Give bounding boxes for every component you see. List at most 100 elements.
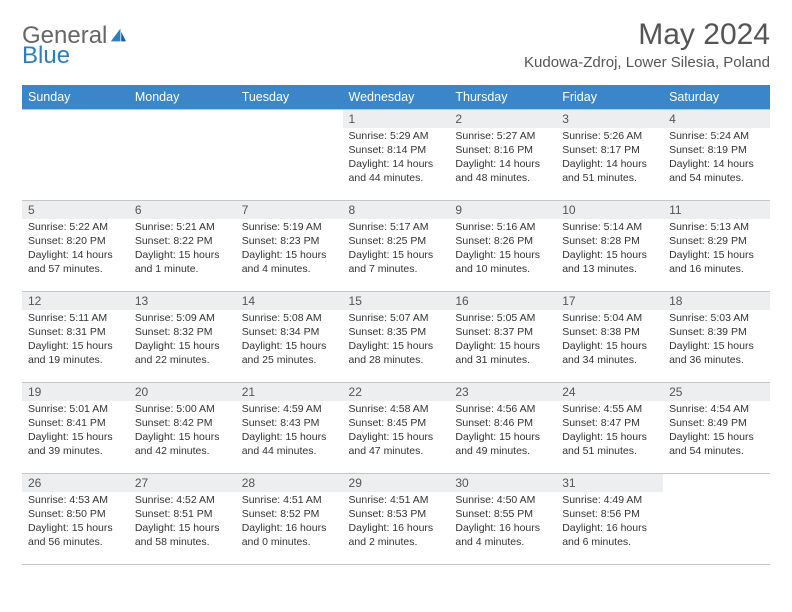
day-number: 14 xyxy=(236,292,343,310)
day-number: 9 xyxy=(449,201,556,219)
sunset-line: Sunset: 8:45 PM xyxy=(349,417,427,429)
sunrise-line: Sunrise: 5:14 AM xyxy=(562,221,642,233)
daylight-line: Daylight: 15 hours and 44 minutes. xyxy=(242,431,327,457)
day-number: 7 xyxy=(236,201,343,219)
daylight-line: Daylight: 16 hours and 0 minutes. xyxy=(242,522,327,548)
calendar-day-cell: 7 Sunrise: 5:19 AM Sunset: 8:23 PM Daylight… xyxy=(236,201,343,292)
daylight-line: Daylight: 15 hours and 1 minute. xyxy=(135,249,220,275)
day-number: 25 xyxy=(663,383,770,401)
sunset-line: Sunset: 8:14 PM xyxy=(349,144,427,156)
day-details: Sunrise: 4:58 AM Sunset: 8:45 PM Daylight:… xyxy=(343,401,450,463)
daylight-line: Daylight: 15 hours and 47 minutes. xyxy=(349,431,434,457)
day-number: 4 xyxy=(663,110,770,128)
title-block: May 2024 Kudowa-Zdroj, Lower Silesia, Po… xyxy=(524,18,770,71)
sunset-line: Sunset: 8:52 PM xyxy=(242,508,320,520)
daylight-line: Daylight: 15 hours and 7 minutes. xyxy=(349,249,434,275)
sunset-line: Sunset: 8:22 PM xyxy=(135,235,213,247)
calendar-empty-cell xyxy=(663,474,770,565)
sunset-line: Sunset: 8:23 PM xyxy=(242,235,320,247)
logo-text-blue: Blue xyxy=(22,44,128,68)
day-number: 24 xyxy=(556,383,663,401)
sunset-line: Sunset: 8:47 PM xyxy=(562,417,640,429)
day-number: 8 xyxy=(343,201,450,219)
calendar-day-cell: 27Sunrise: 4:52 AMSunset: 8:51 PMDayligh… xyxy=(129,474,236,565)
calendar-day-cell: 25Sunrise: 4:54 AMSunset: 8:49 PMDayligh… xyxy=(663,383,770,474)
sunrise-line: Sunrise: 5:05 AM xyxy=(455,312,535,324)
calendar-empty-cell xyxy=(129,110,236,201)
sunrise-line: Sunrise: 5:21 AM xyxy=(135,221,215,233)
sunrise-line: Sunrise: 5:27 AM xyxy=(455,130,535,142)
sunset-line: Sunset: 8:49 PM xyxy=(669,417,747,429)
calendar-day-cell: 1Sunrise: 5:29 AMSunset: 8:14 PMDaylight… xyxy=(343,110,450,201)
sunset-line: Sunset: 8:37 PM xyxy=(455,326,533,338)
sunset-line: Sunset: 8:55 PM xyxy=(455,508,533,520)
daylight-line: Daylight: 15 hours and 56 minutes. xyxy=(28,522,113,548)
day-number: 27 xyxy=(129,474,236,492)
sunrise-line: Sunrise: 5:26 AM xyxy=(562,130,642,142)
day-number: 2 xyxy=(449,110,556,128)
day-header-sunday: Sunday xyxy=(22,85,129,110)
sunrise-line: Sunrise: 4:56 AM xyxy=(455,403,535,415)
sunrise-line: Sunrise: 5:29 AM xyxy=(349,130,429,142)
day-details: Sunrise: 4:54 AMSunset: 8:49 PMDaylight:… xyxy=(663,401,770,463)
sunrise-line: Sunrise: 4:55 AM xyxy=(562,403,642,415)
sunrise-line: Sunrise: 4:59 AM xyxy=(242,403,322,415)
daylight-line: Daylight: 15 hours and 31 minutes. xyxy=(455,340,540,366)
daylight-line: Daylight: 15 hours and 25 minutes. xyxy=(242,340,327,366)
day-number: 31 xyxy=(556,474,663,492)
day-details: Sunrise: 4:56 AMSunset: 8:46 PMDaylight:… xyxy=(449,401,556,463)
day-number: 28 xyxy=(236,474,343,492)
day-details: Sunrise: 5:05 AM Sunset: 8:37 PM Daylight:… xyxy=(449,310,556,372)
sunset-line: Sunset: 8:31 PM xyxy=(28,326,106,338)
day-number: 11 xyxy=(663,201,770,219)
day-number: 5 xyxy=(22,201,129,219)
day-number: 22 xyxy=(343,383,450,401)
day-details: Sunrise: 5:04 AMSunset: 8:38 PMDaylight:… xyxy=(556,310,663,372)
sunrise-line: Sunrise: 5:19 AM xyxy=(242,221,322,233)
sunrise-line: Sunrise: 5:24 AM xyxy=(669,130,749,142)
day-details: Sunrise: 5:07 AMSunset: 8:35 PMDaylight:… xyxy=(343,310,450,372)
sunrise-line: Sunrise: 5:04 AM xyxy=(562,312,642,324)
day-number: 30 xyxy=(449,474,556,492)
calendar-day-cell: 23Sunrise: 4:56 AMSunset: 8:46 PMDayligh… xyxy=(449,383,556,474)
day-details: Sunrise: 5:14 AMSunset: 8:28 PMDaylight:… xyxy=(556,219,663,281)
sunset-line: Sunset: 8:16 PM xyxy=(455,144,533,156)
sunset-line: Sunset: 8:35 PM xyxy=(349,326,427,338)
day-number: 23 xyxy=(449,383,556,401)
sunset-line: Sunset: 8:32 PM xyxy=(135,326,213,338)
sunrise-line: Sunrise: 5:00 AM xyxy=(135,403,215,415)
calendar-day-cell: 31Sunrise: 4:49 AMSunset: 8:56 PMDayligh… xyxy=(556,474,663,565)
day-details: Sunrise: 5:26 AMSunset: 8:17 PMDaylight:… xyxy=(556,128,663,190)
sunset-line: Sunset: 8:51 PM xyxy=(135,508,213,520)
sunrise-line: Sunrise: 5:17 AM xyxy=(349,221,429,233)
sunrise-line: Sunrise: 5:03 AM xyxy=(669,312,749,324)
day-details: Sunrise: 4:59 AMSunset: 8:43 PMDaylight:… xyxy=(236,401,343,463)
calendar-body: 1Sunrise: 5:29 AMSunset: 8:14 PMDaylight… xyxy=(22,110,770,565)
day-number: 17 xyxy=(556,292,663,310)
calendar-day-cell: 10Sunrise: 5:14 AMSunset: 8:28 PMDayligh… xyxy=(556,201,663,292)
calendar-day-cell: 5Sunrise: 5:22 AMSunset: 8:20 PMDaylight… xyxy=(22,201,129,292)
day-details: Sunrise: 4:52 AMSunset: 8:51 PMDaylight:… xyxy=(129,492,236,554)
calendar-day-cell: 19Sunrise: 5:01 AMSunset: 8:41 PMDayligh… xyxy=(22,383,129,474)
sunrise-line: Sunrise: 4:58 AM xyxy=(349,403,429,415)
daylight-line: Daylight: 15 hours and 36 minutes. xyxy=(669,340,754,366)
calendar-day-cell: 11Sunrise: 5:13 AMSunset: 8:29 PMDayligh… xyxy=(663,201,770,292)
calendar-day-cell: 8Sunrise: 5:17 AMSunset: 8:25 PMDaylight… xyxy=(343,201,450,292)
day-details: Sunrise: 5:00 AMSunset: 8:42 PMDaylight:… xyxy=(129,401,236,463)
daylight-line: Daylight: 15 hours and 10 minutes. xyxy=(455,249,540,275)
daylight-line: Daylight: 15 hours and 58 minutes. xyxy=(135,522,220,548)
calendar-empty-cell xyxy=(22,110,129,201)
calendar-day-cell: 20Sunrise: 5:00 AMSunset: 8:42 PMDayligh… xyxy=(129,383,236,474)
sunset-line: Sunset: 8:56 PM xyxy=(562,508,640,520)
day-details: Sunrise: 4:50 AMSunset: 8:55 PMDaylight:… xyxy=(449,492,556,554)
day-details: Sunrise: 4:53 AMSunset: 8:50 PMDaylight:… xyxy=(22,492,129,554)
daylight-line: Daylight: 15 hours and 19 minutes. xyxy=(28,340,113,366)
day-number: 29 xyxy=(343,474,450,492)
daylight-line: Daylight: 15 hours and 39 minutes. xyxy=(28,431,113,457)
sunrise-line: Sunrise: 4:50 AM xyxy=(455,494,535,506)
daylight-line: Daylight: 15 hours and 4 minutes. xyxy=(242,249,327,275)
day-details: Sunrise: 5:09 AMSunset: 8:32 PMDaylight:… xyxy=(129,310,236,372)
day-details: Sunrise: 5:11 AMSunset: 8:31 PMDaylight:… xyxy=(22,310,129,372)
calendar-day-cell: 16Sunrise: 5:05 AMSunset: 8:37 PMDayligh… xyxy=(449,292,556,383)
day-number: 26 xyxy=(22,474,129,492)
